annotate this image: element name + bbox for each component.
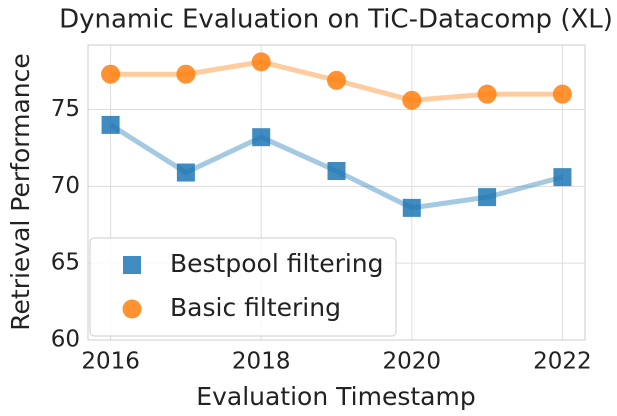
marker: [252, 128, 271, 147]
y-tick-label: 70: [51, 173, 80, 199]
marker: [477, 84, 497, 104]
y-tick-label: 65: [51, 250, 80, 276]
marker: [553, 168, 572, 187]
y-tick-label: 75: [51, 96, 80, 122]
marker: [101, 64, 121, 84]
y-tick-label: 60: [51, 327, 80, 353]
legend-label: Basic filtering: [170, 293, 341, 322]
marker: [327, 70, 346, 90]
legend-box: [89, 237, 397, 337]
marker: [478, 188, 497, 207]
x-tick-label: 2022: [533, 349, 592, 375]
x-tick-label: 2020: [383, 349, 442, 375]
marker: [122, 299, 142, 319]
plot-frame: [87, 44, 586, 341]
x-tick-label: 2018: [232, 349, 291, 375]
marker: [402, 198, 421, 217]
marker: [176, 163, 195, 182]
x-axis-label: Evaluation Timestamp: [196, 382, 475, 411]
marker: [123, 256, 141, 274]
legend-label: Bestpool filtering: [170, 249, 384, 278]
marker: [327, 161, 346, 180]
marker: [176, 64, 196, 84]
chart-title: Dynamic Evaluation on TiC-Datacomp (XL): [59, 5, 613, 35]
y-axis-label: Retrieval Performance: [6, 53, 35, 330]
marker: [251, 52, 271, 72]
marker: [552, 84, 572, 104]
x-tick-label: 2016: [81, 349, 140, 375]
marker: [402, 90, 422, 110]
marker: [101, 115, 120, 134]
